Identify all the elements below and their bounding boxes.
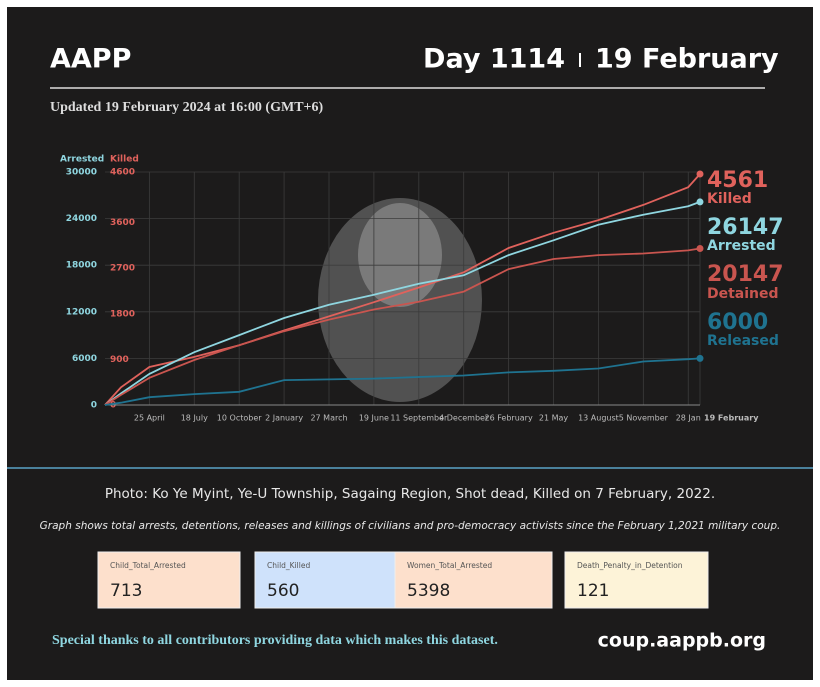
thanks: Special thanks to all contributors provi…	[52, 633, 498, 648]
y2-tick-label: 1800	[110, 309, 135, 319]
end-dot	[696, 198, 704, 206]
end-dot	[696, 354, 704, 362]
x-tick-label: 28 Jan	[676, 414, 701, 423]
y2-tick-label: 2700	[110, 264, 135, 274]
x-tick-label: 2 January	[265, 414, 303, 423]
x-tick-label: 25 April	[134, 414, 165, 423]
caption: Photo: Ko Ye Myint, Ye-U Township, Sagai…	[105, 486, 715, 502]
x-tick-label: 11 September	[390, 414, 448, 423]
y-tick-label: 24000	[66, 214, 97, 224]
org: AAPP	[50, 44, 131, 75]
y2-axis-title: Killed	[110, 155, 139, 165]
end-dot	[696, 170, 704, 178]
data-label: 6000	[707, 310, 768, 335]
legend-entry: Killed	[707, 191, 752, 207]
stat-card	[97, 551, 241, 609]
x-tick-label: 10 October	[217, 414, 262, 423]
x-tick-label: 27 March	[310, 414, 347, 423]
y-tick-label: 6000	[72, 354, 97, 364]
data-label: 4561	[707, 168, 768, 193]
x-tick-label: 13 August	[578, 414, 619, 423]
x-tick-label: 19 June	[359, 414, 389, 423]
date: 19 February	[595, 44, 779, 75]
y-tick-label: 12000	[66, 307, 97, 317]
data-label: 26147	[707, 215, 784, 240]
stat-value: 560	[267, 581, 299, 601]
data-label: 20147	[707, 262, 784, 287]
x-tick-label: 18 July	[181, 414, 208, 423]
y2-tick-label: 900	[110, 355, 129, 365]
x-tick-label: 21 May	[539, 414, 569, 423]
y-tick-label: 18000	[66, 261, 97, 271]
stat-card	[564, 551, 709, 609]
stat-card	[394, 551, 553, 609]
chart: ArrestedKilled06000120001800024000300000…	[60, 155, 784, 423]
stat-label: Women_Total_Arrested	[407, 561, 492, 570]
series-line	[104, 173, 701, 406]
stat-value: 713	[110, 581, 142, 601]
url: coup.aappb.org	[598, 630, 766, 652]
legend-entry: Released	[707, 333, 779, 349]
y2-tick-label: 4600	[110, 168, 135, 178]
series-line	[104, 201, 701, 406]
x-tick-label: 19 February	[704, 414, 759, 423]
day: Day 1114	[423, 44, 565, 75]
legend-entry: Arrested	[707, 238, 776, 254]
y-tick-label: 0	[91, 401, 97, 411]
x-tick-label: 4 December	[439, 414, 489, 423]
stat-label: Child_Total_Arrested	[110, 561, 186, 570]
separator	[579, 53, 581, 67]
note: Graph shows total arrests, detentions, r…	[40, 520, 781, 532]
series-line	[104, 357, 701, 406]
y-tick-label: 30000	[66, 168, 97, 178]
stat-label: Child_Killed	[267, 561, 310, 570]
y-axis-title: Arrested	[60, 155, 104, 165]
stats: Child_Total_Arrested 713 Child_Killed 560 Wo…	[97, 551, 709, 609]
stat-card	[254, 551, 396, 609]
updated: Updated 19 February 2024 at 16:00 (GMT+6…	[50, 100, 324, 115]
end-dot	[696, 245, 704, 253]
stat-value: 121	[577, 581, 609, 601]
stat-value: 5398	[407, 581, 450, 601]
x-tick-label: 26 February	[485, 414, 533, 423]
legend-entry: Detained	[707, 286, 779, 302]
stat-label: Death_Penalty_in_Detention	[577, 561, 683, 570]
y2-tick-label: 3600	[110, 218, 135, 228]
series-line	[104, 247, 701, 406]
photo-face	[358, 203, 442, 307]
x-tick-label: 5 November	[619, 414, 669, 423]
